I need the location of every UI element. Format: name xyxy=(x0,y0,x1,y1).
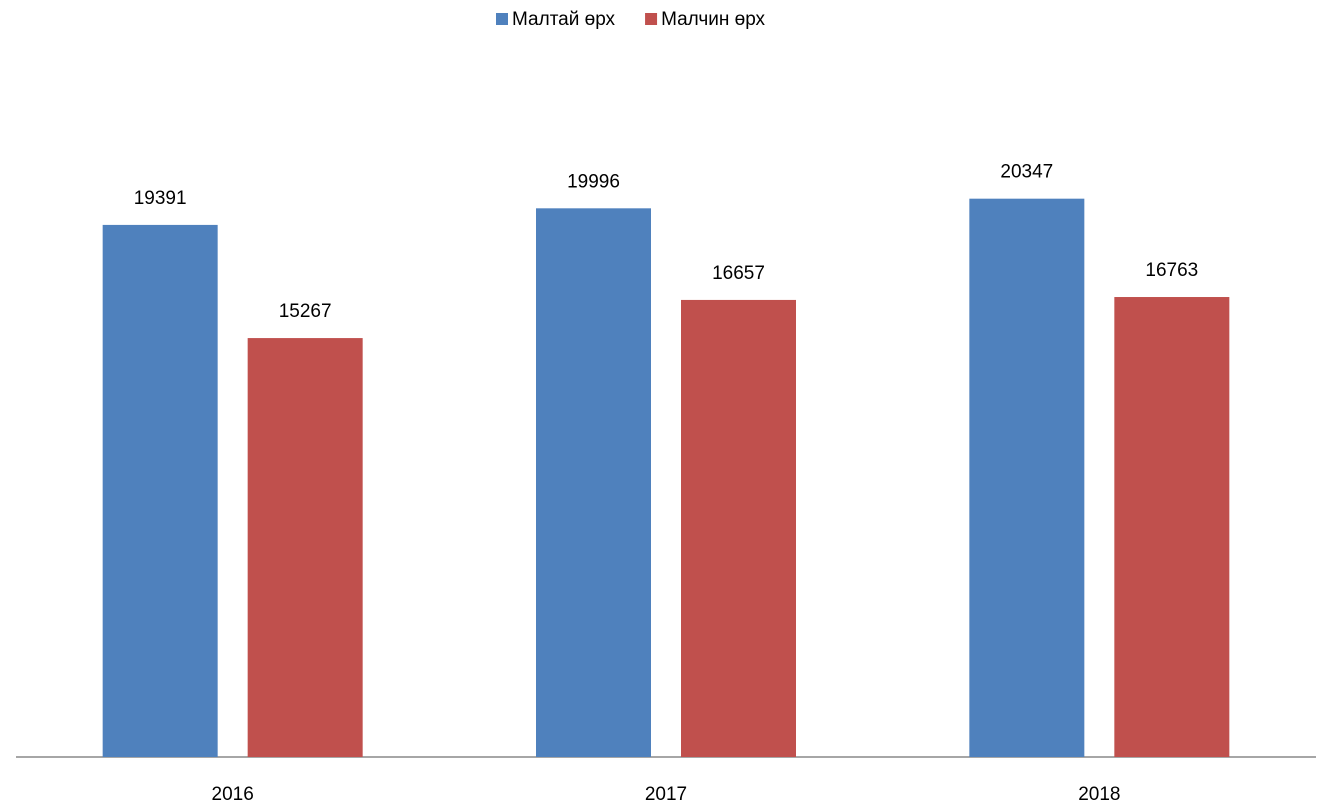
bar xyxy=(1114,297,1230,757)
legend-swatch xyxy=(496,13,508,25)
data-label: 19391 xyxy=(134,188,187,209)
x-tick-label: 2017 xyxy=(645,784,687,803)
bar xyxy=(102,224,218,758)
bar xyxy=(247,338,363,757)
x-tick-label: 2018 xyxy=(1078,784,1120,803)
bar xyxy=(969,198,1085,757)
x-tick-label: 2016 xyxy=(212,784,254,803)
legend-swatch xyxy=(645,13,658,25)
legend-label: Малчин өрх xyxy=(661,9,765,30)
data-label: 15267 xyxy=(279,301,332,322)
data-label: 16763 xyxy=(1145,260,1198,281)
data-label: 16657 xyxy=(712,263,765,284)
legend-label: Малтай өрх xyxy=(512,9,616,30)
bar xyxy=(536,208,651,757)
bar xyxy=(681,299,796,757)
data-label: 20347 xyxy=(1000,162,1053,183)
data-label: 19996 xyxy=(567,171,620,192)
